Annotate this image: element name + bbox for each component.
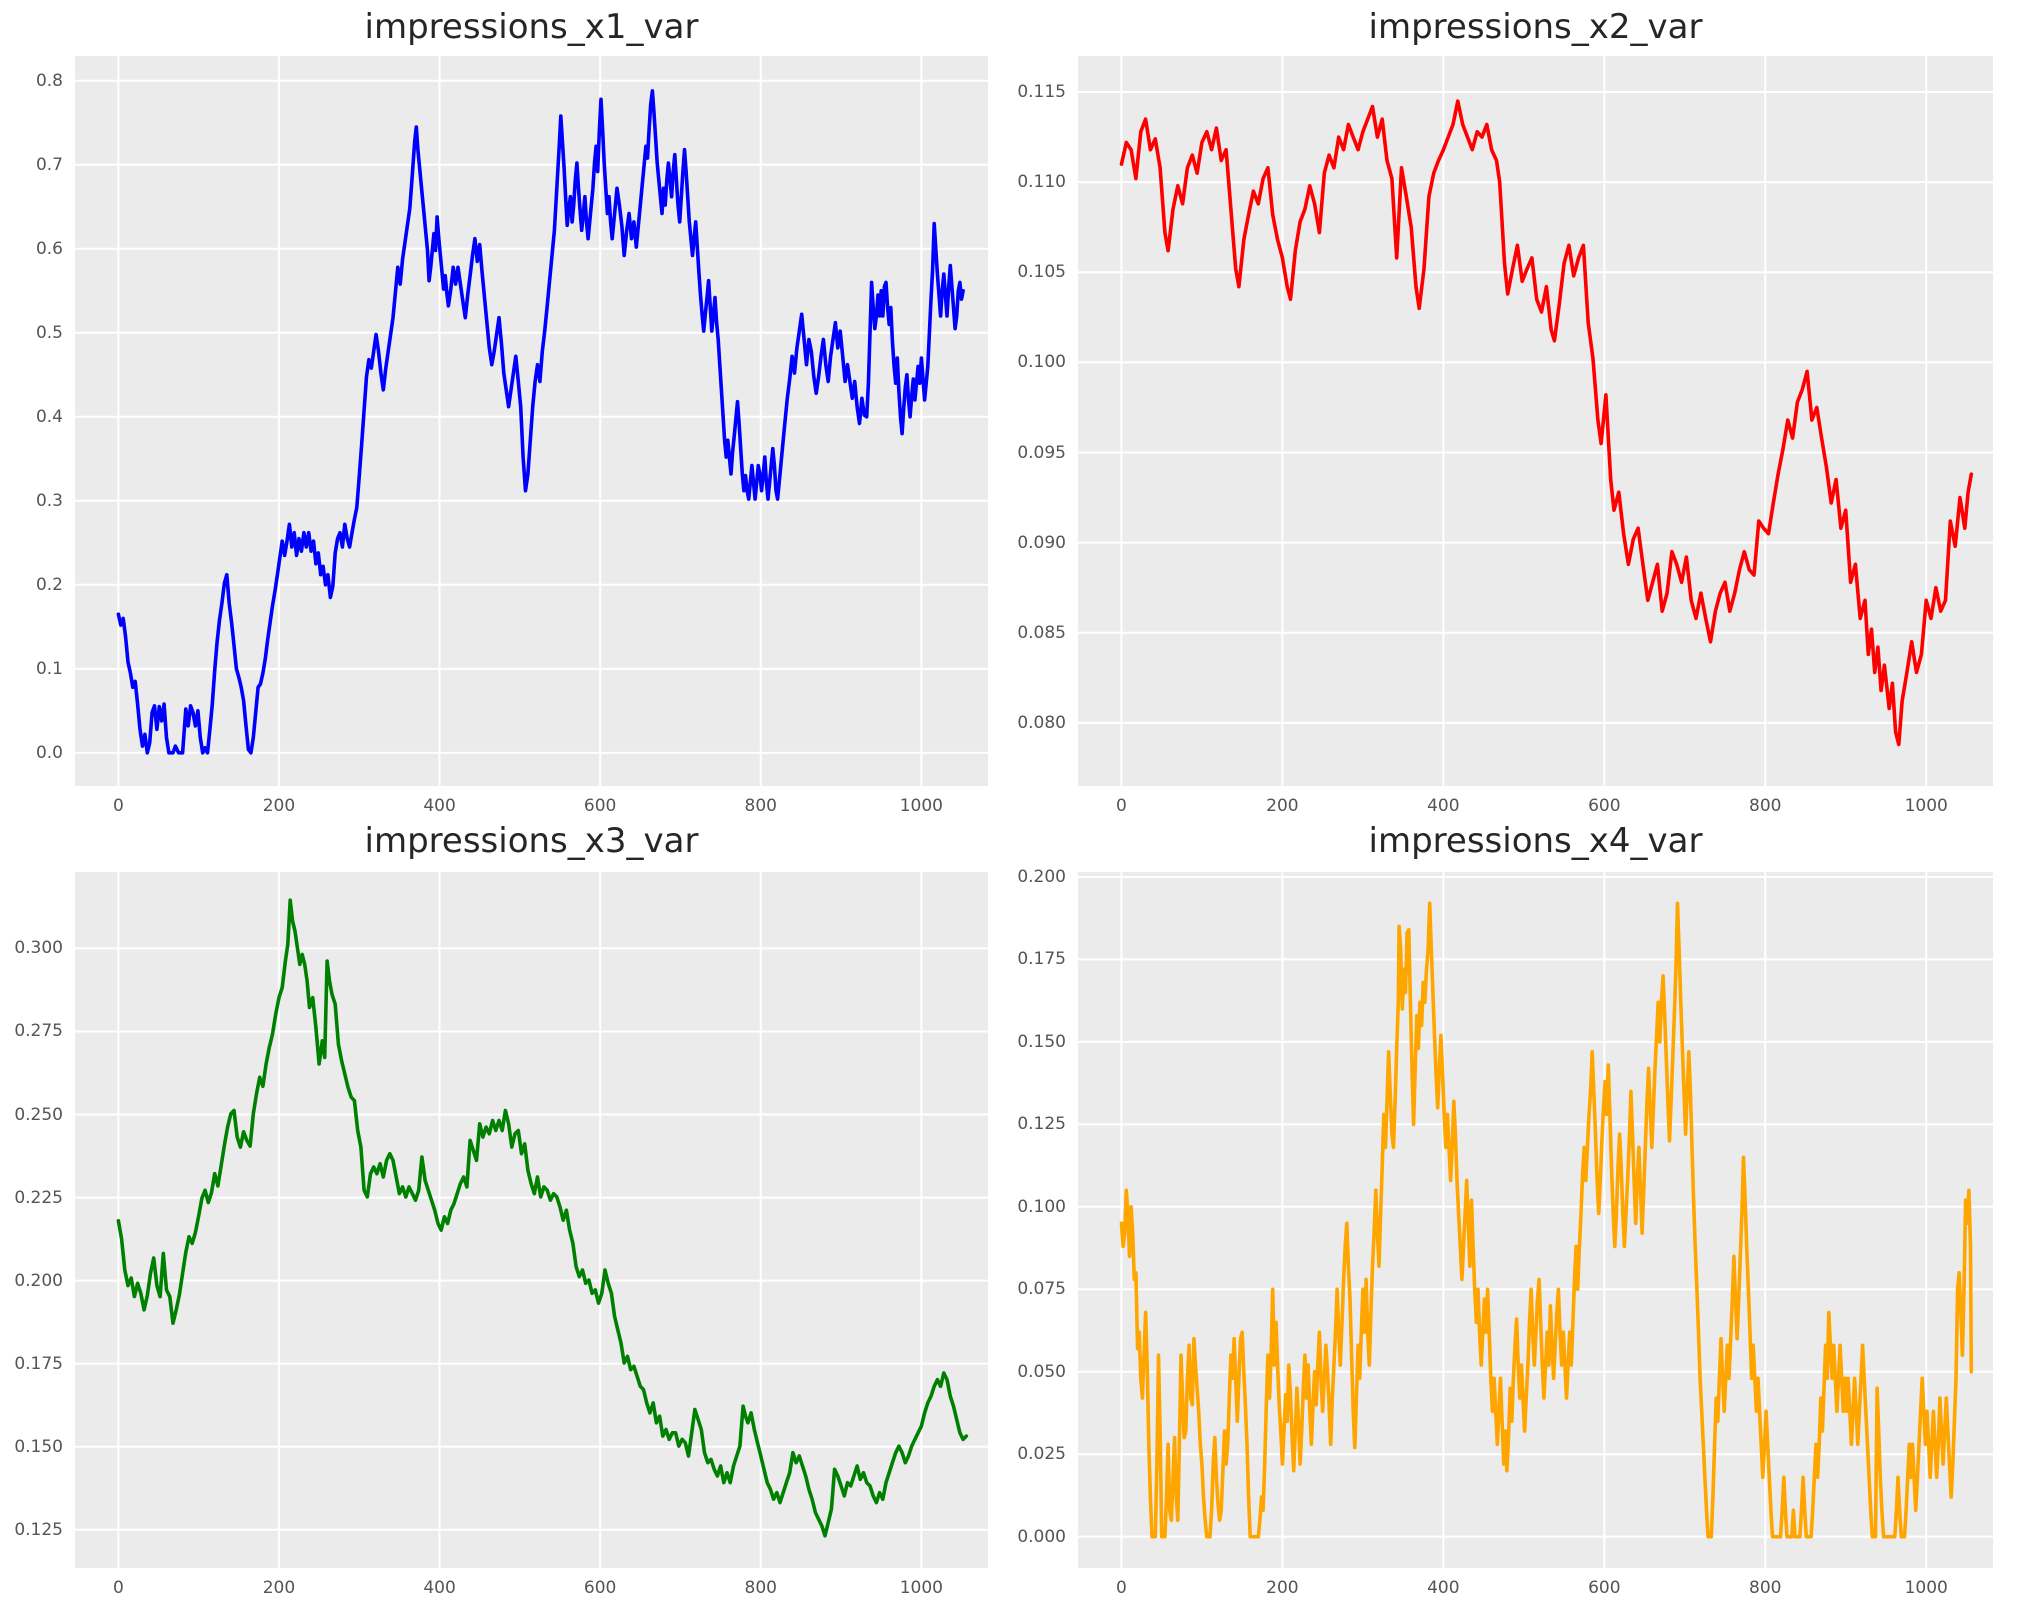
x-tick-label: 200: [262, 1578, 296, 1598]
subplot-x1-title: impressions_x1_var: [364, 7, 699, 47]
y-tick-label: 0.8: [35, 70, 63, 91]
x-tick-label: 1000: [1904, 796, 1948, 816]
y-tick-label: 0.075: [1017, 1279, 1066, 1300]
x-tick-label: 400: [1427, 796, 1460, 816]
x-tick-label: 0: [112, 796, 124, 816]
y-tick-label: 0.025: [1017, 1444, 1066, 1465]
y-tick-label: 0.090: [1017, 532, 1066, 553]
subplot-x2-title: impressions_x2_var: [1368, 7, 1703, 47]
y-tick-label: 0.150: [1017, 1031, 1066, 1052]
x-tick-label: 800: [1749, 1578, 1782, 1598]
x-tick-label: 0: [1116, 796, 1127, 816]
y-tick-label: 0.110: [1017, 172, 1066, 193]
y-tick-label: 0.250: [14, 1104, 63, 1125]
x-tick-label: 600: [1588, 1578, 1621, 1598]
x-tick-label: 800: [1749, 796, 1782, 816]
x-tick-label: 0: [1116, 1578, 1127, 1598]
x-tick-label: 200: [262, 796, 296, 816]
y-tick-label: 0.150: [14, 1436, 63, 1457]
y-tick-label: 0.115: [1017, 82, 1066, 103]
y-tick-label: 0.175: [1017, 949, 1066, 970]
x-tick-label: 400: [1427, 1578, 1460, 1598]
y-tick-label: 0.085: [1017, 622, 1066, 643]
y-tick-label: 0.000: [1017, 1526, 1066, 1547]
x-tick-label: 200: [1266, 796, 1299, 816]
x-tick-label: 800: [744, 1578, 777, 1598]
subplot-x4-title: impressions_x4_var: [1368, 821, 1703, 861]
subplot-x3-title: impressions_x3_var: [364, 821, 699, 861]
x-tick-label: 600: [583, 1578, 617, 1598]
y-tick-label: 0.175: [14, 1353, 63, 1374]
x-tick-label: 1000: [899, 1578, 943, 1598]
y-tick-label: 0.6: [35, 238, 63, 259]
x-tick-label: 0: [112, 1578, 124, 1598]
y-tick-label: 0.125: [14, 1519, 63, 1540]
y-tick-label: 0.125: [1017, 1114, 1066, 1135]
x-tick-label: 1000: [1904, 1578, 1948, 1598]
y-tick-label: 0.5: [35, 322, 63, 343]
y-tick-label: 0.200: [1017, 866, 1066, 887]
y-tick-label: 0.3: [35, 490, 63, 511]
y-tick-label: 0.050: [1017, 1361, 1066, 1382]
y-tick-label: 0.105: [1017, 262, 1066, 283]
x-tick-label: 600: [1588, 796, 1621, 816]
y-tick-label: 0.225: [14, 1187, 63, 1208]
y-tick-label: 0.095: [1017, 442, 1066, 463]
x-tick-label: 600: [583, 796, 617, 816]
y-tick-label: 0.080: [1017, 712, 1066, 733]
x-tick-label: 200: [1266, 1578, 1299, 1598]
y-tick-label: 0.0: [35, 742, 63, 763]
y-tick-label: 0.200: [14, 1270, 63, 1291]
y-tick-label: 0.100: [1017, 1196, 1066, 1217]
y-tick-label: 0.100: [1017, 352, 1066, 373]
y-tick-label: 0.7: [35, 154, 63, 175]
x-tick-label: 1000: [899, 796, 943, 816]
y-tick-label: 0.300: [14, 938, 63, 959]
x-tick-label: 400: [423, 796, 456, 816]
y-tick-label: 0.275: [14, 1021, 63, 1042]
y-tick-label: 0.4: [35, 406, 63, 427]
y-tick-label: 0.1: [35, 658, 63, 679]
y-tick-label: 0.2: [35, 574, 63, 595]
x-tick-label: 800: [744, 796, 777, 816]
x-tick-label: 400: [423, 1578, 456, 1598]
